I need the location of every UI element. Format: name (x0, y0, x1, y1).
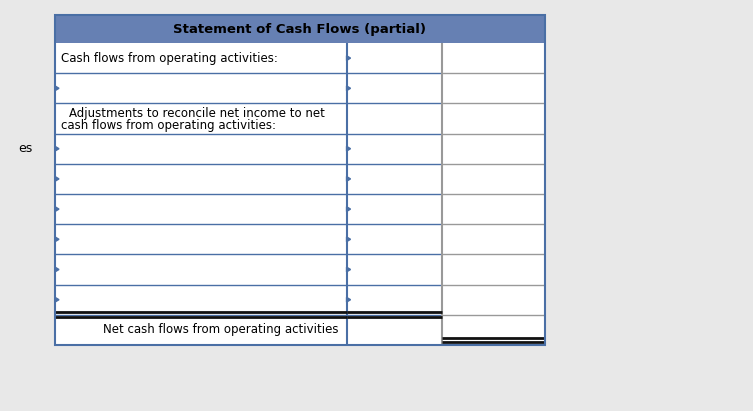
Polygon shape (346, 207, 351, 212)
Text: Cash flows from operating activities:: Cash flows from operating activities: (61, 52, 278, 65)
Polygon shape (346, 86, 351, 91)
Bar (55, 15, 545, 345)
Polygon shape (55, 146, 59, 151)
Text: es: es (18, 142, 32, 155)
Bar (55, 224, 545, 254)
Text: Statement of Cash Flows (partial): Statement of Cash Flows (partial) (173, 23, 426, 35)
Bar (55, 43, 545, 73)
Text: cash flows from operating activities:: cash flows from operating activities: (61, 119, 276, 132)
Polygon shape (55, 176, 59, 181)
Polygon shape (346, 146, 351, 151)
Polygon shape (55, 207, 59, 212)
Bar (55, 15, 545, 43)
Bar (55, 104, 545, 134)
Text: Adjustments to reconcile net income to net: Adjustments to reconcile net income to n… (69, 106, 325, 120)
Bar (55, 254, 545, 284)
Bar (55, 134, 545, 164)
Polygon shape (55, 267, 59, 272)
Polygon shape (346, 56, 351, 60)
Polygon shape (346, 176, 351, 181)
Bar (55, 164, 545, 194)
Polygon shape (346, 237, 351, 242)
Bar (55, 15, 545, 345)
Polygon shape (55, 237, 59, 242)
Bar (55, 73, 545, 104)
Polygon shape (346, 297, 351, 302)
Polygon shape (55, 297, 59, 302)
Bar (55, 284, 545, 315)
Bar (55, 315, 545, 345)
Text: Net cash flows from operating activities: Net cash flows from operating activities (103, 323, 339, 336)
Polygon shape (55, 86, 59, 91)
Bar (55, 194, 545, 224)
Polygon shape (346, 267, 351, 272)
